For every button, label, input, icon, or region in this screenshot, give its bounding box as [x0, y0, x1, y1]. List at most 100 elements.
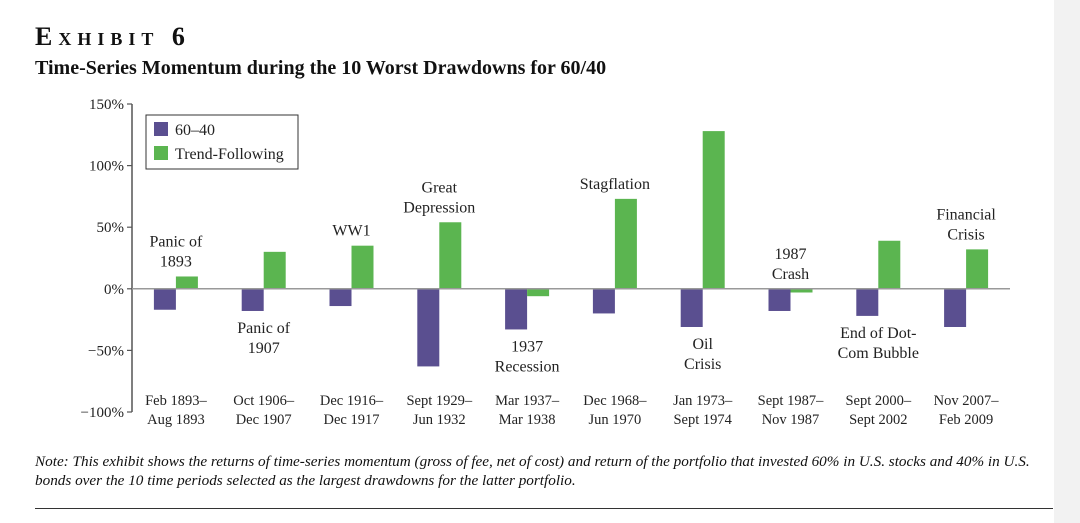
x-category-label-line: Feb 2009	[939, 412, 993, 428]
event-annotation-line: Depression	[403, 199, 475, 216]
event-annotation-line: WW1	[332, 223, 370, 240]
event-annotation-line: Oil	[692, 336, 713, 353]
event-annotation: Stagflation	[580, 176, 650, 193]
x-category-label-line: Dec 1916–	[320, 393, 384, 409]
x-category-label-line: Dec 1907	[236, 412, 292, 428]
bar-60-40	[944, 288, 967, 327]
x-category-label: Dec 1968– Jun 1970	[583, 393, 647, 428]
bar-trend-following	[175, 276, 198, 289]
bar-60-40	[856, 288, 879, 316]
event-annotation-line: End of Dot-	[840, 325, 916, 342]
event-annotation: Great Depression	[403, 179, 475, 216]
event-annotation-line: 1907	[248, 340, 280, 357]
event-annotation-line: 1937	[511, 338, 543, 355]
y-tick-label: 50%	[97, 220, 125, 236]
event-annotation-line: Crisis	[947, 226, 984, 243]
x-category-label: Dec 1916– Dec 1917	[320, 393, 384, 428]
x-category-label-line: Oct 1906–	[233, 393, 295, 409]
x-category-label-line: Mar 1938	[499, 412, 556, 428]
x-category-label-line: Sept 1987–	[758, 393, 824, 409]
event-annotation: WW1	[332, 223, 370, 240]
event-annotation-line: 1987	[775, 246, 807, 263]
bottom-rule	[35, 508, 1053, 509]
x-category-label: Feb 1893– Aug 1893	[145, 393, 207, 428]
event-annotation-line: Great	[422, 179, 458, 196]
y-tick-label: 150%	[89, 97, 124, 113]
page-edge-strip	[1054, 0, 1080, 523]
y-tick-label: 0%	[104, 282, 124, 298]
bar-60-40	[680, 288, 703, 327]
x-category-label: Mar 1937– Mar 1938	[495, 393, 560, 428]
event-annotation-line: Panic of	[237, 320, 291, 337]
bar-trend-following	[878, 240, 901, 289]
x-category-label-line: Sept 2000–	[845, 393, 911, 409]
event-annotation: Financial Crisis	[936, 206, 996, 243]
event-annotation-line: Crash	[772, 266, 809, 283]
x-category-label-line: Jun 1970	[589, 412, 642, 428]
x-category-label-line: Feb 1893–	[145, 393, 207, 409]
annotations: Panic of 1893 Panic of 1907 WW1 Great Depressi…	[149, 176, 996, 376]
x-category-label-line: Dec 1968–	[583, 393, 647, 409]
chart-subtitle: Time-Series Momentum during the 10 Worst…	[35, 57, 607, 79]
legend-label: 60–40	[175, 122, 215, 139]
bar-trend-following	[351, 245, 374, 289]
y-tick-label: −100%	[81, 405, 124, 421]
x-category-label: Nov 2007– Feb 2009	[934, 393, 1000, 428]
x-category-label-line: Jun 1932	[413, 412, 466, 428]
event-annotation-line: 1893	[160, 253, 192, 270]
event-annotation-line: Com Bubble	[838, 345, 919, 362]
x-category-label: Sept 2000– Sept 2002	[845, 393, 911, 428]
x-category-label: Jan 1973– Sept 1974	[673, 393, 733, 428]
bar-trend-following	[790, 288, 813, 293]
event-annotation: End of Dot- Com Bubble	[838, 325, 919, 362]
event-annotation-line: Financial	[936, 206, 996, 223]
x-category-label-line: Mar 1937–	[495, 393, 560, 409]
legend: 60–40 Trend-Following	[145, 114, 299, 170]
bar-60-40	[505, 288, 528, 330]
bar-trend-following	[966, 249, 989, 289]
legend-label: Trend-Following	[175, 146, 284, 163]
bar-trend-following	[702, 131, 725, 289]
event-annotation-line: Recession	[495, 358, 560, 375]
bar-trend-following	[614, 198, 637, 289]
event-annotation-line: Panic of	[149, 233, 203, 250]
x-category-label-line: Nov 1987	[762, 412, 820, 428]
x-category-label-line: Sept 2002	[849, 412, 907, 428]
x-category-label-line: Aug 1893	[147, 412, 205, 428]
event-annotation-line: Stagflation	[580, 176, 650, 193]
bars	[132, 131, 1010, 367]
chart-note: Note: This exhibit shows the returns of …	[35, 453, 1030, 489]
bar-60-40	[768, 288, 791, 311]
legend-box	[145, 114, 299, 170]
y-axis: 150% 100% 50% 0% −50% −100%	[81, 97, 133, 421]
bar-trend-following	[263, 251, 286, 289]
event-annotation: 1987 Crash	[772, 246, 809, 283]
bar-chart: 150%100%50%0%−50%−100% Panic of 1893Panic…	[81, 97, 1010, 428]
event-annotation-line: Crisis	[684, 356, 721, 373]
y-tick-label: 100%	[89, 159, 124, 175]
bar-trend-following	[527, 288, 550, 297]
bar-60-40	[241, 288, 264, 311]
bar-60-40	[417, 288, 440, 367]
bar-60-40	[329, 288, 352, 307]
bar-60-40	[153, 288, 176, 310]
y-tick-label: −50%	[88, 343, 124, 359]
bar-60-40	[592, 288, 615, 314]
x-axis-labels: Feb 1893– Aug 1893 Oct 1906– Dec 1907 Dec 19…	[145, 393, 999, 428]
x-category-label: Sept 1987– Nov 1987	[758, 393, 824, 428]
event-annotation: Panic of 1907	[237, 320, 291, 357]
exhibit-label: Exhibit 6	[35, 22, 191, 51]
event-annotation: 1937 Recession	[495, 338, 560, 375]
x-category-label-line: Dec 1917	[324, 412, 380, 428]
x-category-label: Sept 1929– Jun 1932	[406, 393, 472, 428]
legend-swatch	[154, 146, 168, 160]
x-category-label: Oct 1906– Dec 1907	[233, 393, 295, 428]
x-category-label-line: Sept 1929–	[406, 393, 472, 409]
legend-swatch	[154, 122, 168, 136]
x-category-label-line: Nov 2007–	[934, 393, 1000, 409]
bar-trend-following	[439, 222, 462, 289]
event-annotation: Panic of 1893	[149, 233, 203, 270]
x-category-label-line: Jan 1973–	[673, 393, 733, 409]
x-category-label-line: Sept 1974	[673, 412, 732, 428]
event-annotation: Oil Crisis	[684, 336, 721, 373]
